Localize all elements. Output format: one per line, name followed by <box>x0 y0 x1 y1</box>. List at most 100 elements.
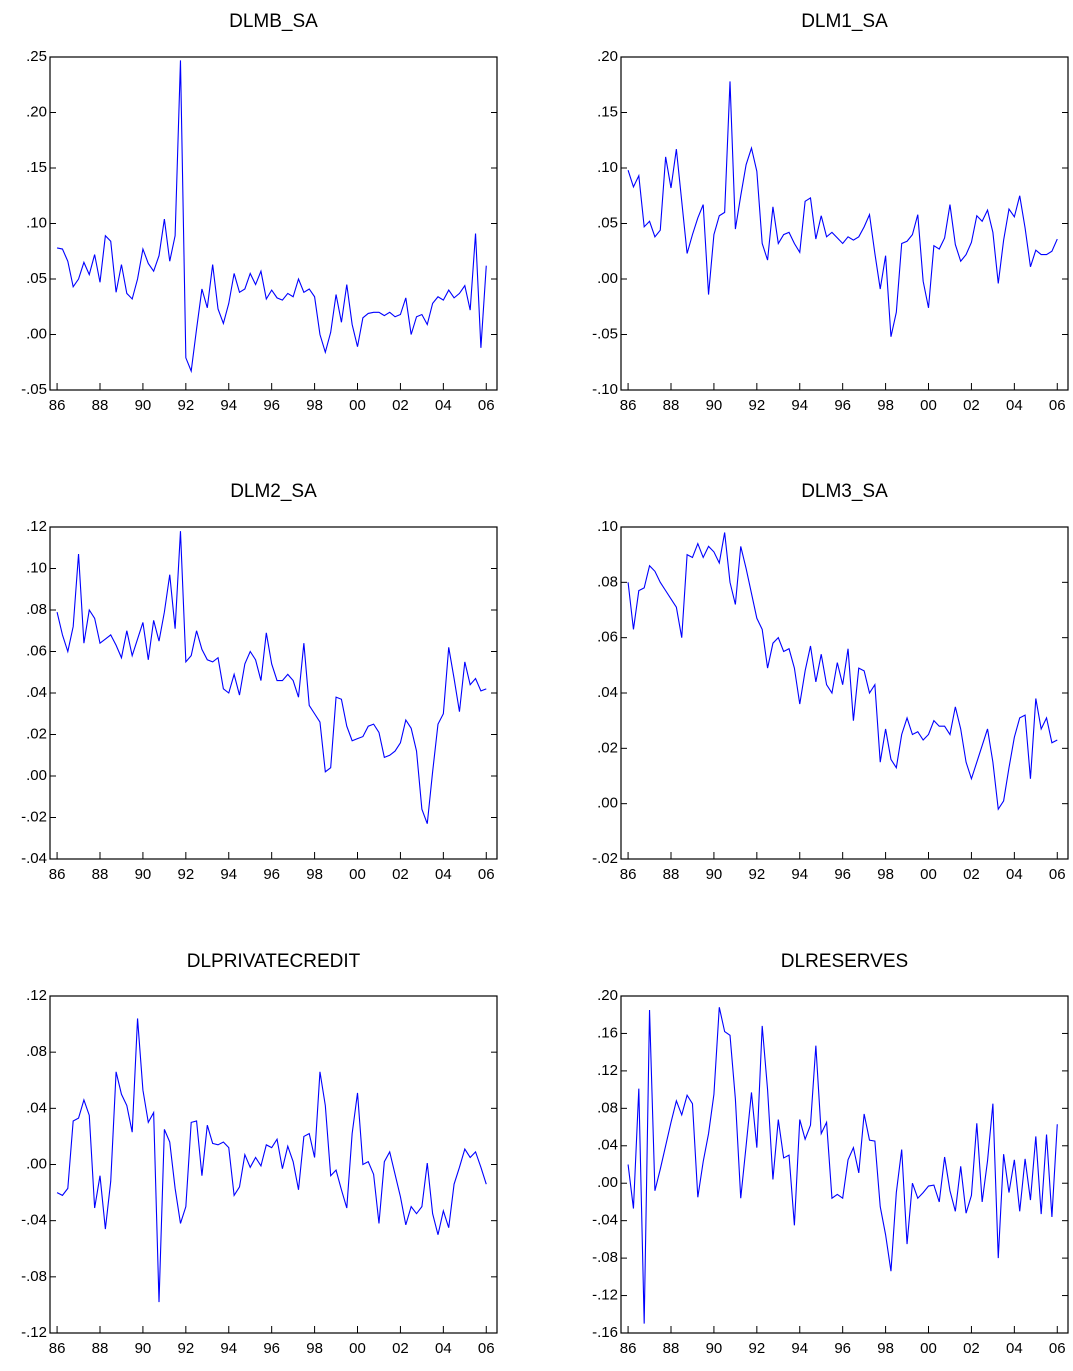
x-tick-label: 02 <box>963 397 980 414</box>
y-tick-label: -.05 <box>21 381 47 398</box>
x-tick-label: 94 <box>791 397 808 414</box>
x-tick-label: 96 <box>263 397 280 414</box>
x-tick-label: 88 <box>663 866 680 883</box>
series-line <box>627 532 1058 811</box>
x-tick-label: 90 <box>706 397 723 414</box>
y-tick-label: .00 <box>26 767 47 784</box>
plot-frame <box>620 526 1069 860</box>
y-tick-label: -.08 <box>21 1268 47 1285</box>
x-tick-label: 02 <box>392 397 409 414</box>
x-tick-label: 04 <box>435 866 452 883</box>
y-tick-label: .15 <box>26 159 47 176</box>
x-tick-label: 98 <box>306 1340 323 1357</box>
y-tick-label: .20 <box>26 103 47 120</box>
x-tick-label: 96 <box>834 1340 851 1357</box>
x-tick-label: 94 <box>791 1340 808 1357</box>
series-line <box>56 1018 487 1303</box>
x-tick-label: 02 <box>392 1340 409 1357</box>
x-tick-label: 00 <box>920 397 937 414</box>
x-tick-label: 88 <box>663 397 680 414</box>
x-tick-label: 98 <box>306 397 323 414</box>
y-tick-label: .04 <box>26 684 47 701</box>
x-tick-label: 02 <box>392 866 409 883</box>
y-tick-label: .12 <box>26 518 47 535</box>
x-tick-label: 94 <box>220 1340 237 1357</box>
x-tick-label: 04 <box>435 397 452 414</box>
x-tick-label: 86 <box>620 1340 637 1357</box>
x-tick-label: 90 <box>135 866 152 883</box>
x-tick-label: 88 <box>92 1340 109 1357</box>
x-tick-label: 98 <box>877 397 894 414</box>
plot-frame <box>620 995 1069 1334</box>
plot-frame <box>49 56 498 391</box>
x-tick-label: 90 <box>706 1340 723 1357</box>
x-tick-label: 94 <box>220 866 237 883</box>
plot-frame <box>620 56 1069 391</box>
y-tick-label: .15 <box>597 103 618 120</box>
y-tick-label: .00 <box>597 270 618 287</box>
chart-title: DLMB_SA <box>229 11 318 32</box>
y-tick-label: .05 <box>597 214 618 231</box>
plot-frame <box>49 995 498 1334</box>
y-tick-label: .06 <box>26 642 47 659</box>
x-tick-label: 00 <box>920 1340 937 1357</box>
chart-title: DLPRIVATECREDIT <box>187 951 361 972</box>
x-tick-label: 96 <box>834 397 851 414</box>
x-tick-label: 02 <box>963 1340 980 1357</box>
x-tick-label: 04 <box>435 1340 452 1357</box>
x-tick-label: 96 <box>263 866 280 883</box>
chart-title: DLM3_SA <box>801 481 888 502</box>
x-tick-label: 04 <box>1006 1340 1023 1357</box>
y-tick-label: .08 <box>597 1099 618 1116</box>
y-tick-label: -.02 <box>592 850 618 867</box>
x-tick-label: 06 <box>478 1340 495 1357</box>
x-tick-label: 92 <box>748 866 765 883</box>
y-tick-label: .06 <box>597 629 618 646</box>
x-tick-label: 86 <box>620 397 637 414</box>
y-tick-label: -.04 <box>21 1212 47 1229</box>
x-tick-label: 96 <box>834 866 851 883</box>
x-tick-label: 92 <box>177 1340 194 1357</box>
x-tick-label: 06 <box>1049 397 1066 414</box>
x-tick-label: 92 <box>177 866 194 883</box>
x-tick-label: 04 <box>1006 397 1023 414</box>
x-tick-label: 06 <box>1049 1340 1066 1357</box>
x-tick-label: 06 <box>478 397 495 414</box>
y-tick-label: .10 <box>597 159 618 176</box>
y-tick-label: .10 <box>26 214 47 231</box>
y-tick-label: .00 <box>26 1155 47 1172</box>
y-tick-label: -.05 <box>592 325 618 342</box>
x-tick-label: 92 <box>177 397 194 414</box>
y-tick-label: .20 <box>597 987 618 1004</box>
series-line <box>627 1007 1058 1324</box>
x-tick-label: 90 <box>135 1340 152 1357</box>
y-tick-label: .20 <box>597 48 618 65</box>
x-tick-label: 88 <box>663 1340 680 1357</box>
y-tick-label: .02 <box>597 739 618 756</box>
y-tick-label: .04 <box>26 1099 47 1116</box>
x-tick-label: 00 <box>920 866 937 883</box>
y-tick-label: -.04 <box>21 850 47 867</box>
y-tick-label: .05 <box>26 270 47 287</box>
x-tick-label: 92 <box>748 397 765 414</box>
y-tick-label: -.12 <box>21 1324 47 1341</box>
y-tick-label: .10 <box>26 559 47 576</box>
series-line <box>56 60 487 374</box>
y-tick-label: .12 <box>597 1062 618 1079</box>
y-tick-label: .04 <box>597 684 618 701</box>
y-tick-label: .00 <box>26 325 47 342</box>
y-tick-label: .08 <box>26 1043 47 1060</box>
x-tick-label: 86 <box>49 397 66 414</box>
x-tick-label: 96 <box>263 1340 280 1357</box>
x-tick-label: 88 <box>92 397 109 414</box>
x-tick-label: 98 <box>877 1340 894 1357</box>
y-tick-label: .08 <box>26 601 47 618</box>
y-tick-label: .04 <box>597 1137 618 1154</box>
x-tick-label: 06 <box>1049 866 1066 883</box>
x-tick-label: 90 <box>706 866 723 883</box>
y-tick-label: .08 <box>597 573 618 590</box>
x-tick-label: 92 <box>748 1340 765 1357</box>
x-tick-label: 94 <box>791 866 808 883</box>
